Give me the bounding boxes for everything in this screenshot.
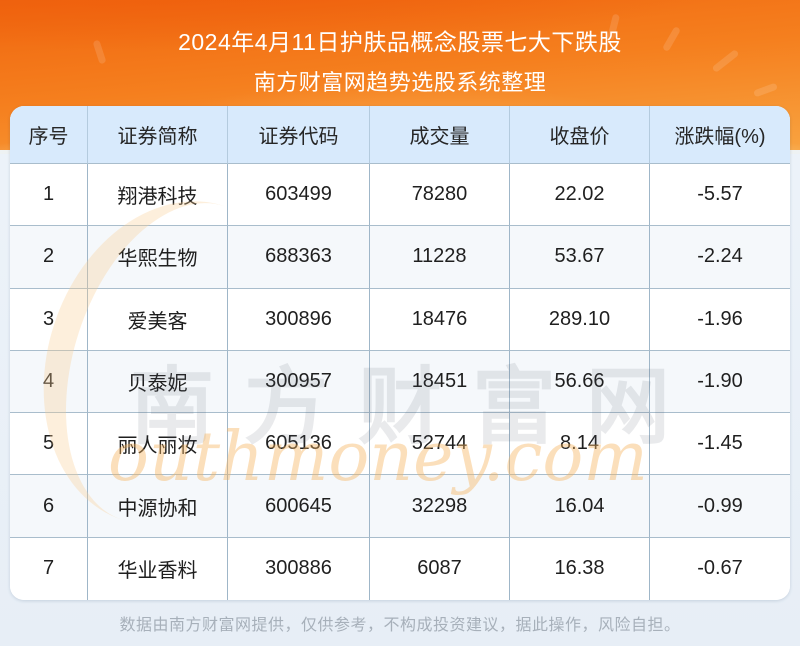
cell-volume: 32298 [370, 475, 510, 538]
cell-change: -1.90 [650, 350, 790, 414]
cell-change: -0.67 [650, 537, 790, 600]
cell-volume: 6087 [370, 537, 510, 600]
cell-rank: 7 [10, 537, 88, 600]
cell-rank: 3 [10, 288, 88, 351]
cell-close: 8.14 [510, 413, 650, 476]
cell-volume: 78280 [370, 164, 510, 227]
cell-change: -5.57 [650, 164, 790, 227]
cell-change: -0.99 [650, 475, 790, 538]
cell-code: 688363 [228, 226, 370, 289]
page-title: 2024年4月11日护肤品概念股票七大下跌股 [178, 29, 622, 55]
cell-name: 华熙生物 [88, 226, 228, 289]
cell-name: 华业香料 [88, 537, 228, 600]
cell-name: 贝泰妮 [88, 350, 228, 414]
cell-code: 300886 [228, 537, 370, 600]
header-cell-rank: 序号 [10, 106, 88, 164]
footer-disclaimer: 数据由南方财富网提供，仅供参考，不构成投资建议，据此操作，风险自担。 [119, 617, 681, 634]
cell-name: 翔港科技 [88, 164, 228, 227]
cell-volume: 18451 [370, 350, 510, 414]
cell-name: 中源协和 [88, 475, 228, 538]
cell-close: 22.02 [510, 164, 650, 227]
cell-name: 爱美客 [88, 288, 228, 351]
cell-change: -1.96 [650, 288, 790, 351]
cell-volume: 11228 [370, 226, 510, 289]
header-cell-name: 证券简称 [88, 106, 228, 164]
cell-volume: 52744 [370, 413, 510, 476]
page-subtitle: 南方财富网趋势选股系统整理 [253, 70, 547, 95]
header-cell-code: 证券代码 [228, 106, 370, 164]
cell-close: 56.66 [510, 350, 650, 414]
cell-close: 53.67 [510, 226, 650, 289]
cell-rank: 6 [10, 475, 88, 538]
banner-titles: 2024年4月11日护肤品概念股票七大下跌股 南方财富网趋势选股系统整理 [0, 0, 800, 97]
cell-close: 16.38 [510, 537, 650, 600]
cell-name: 丽人丽妆 [88, 413, 228, 476]
cell-code: 300896 [228, 288, 370, 351]
cell-code: 300957 [228, 350, 370, 414]
cell-close: 16.04 [510, 475, 650, 538]
cell-rank: 4 [10, 350, 88, 414]
cell-rank: 2 [10, 226, 88, 289]
cell-code: 605136 [228, 413, 370, 476]
cell-volume: 18476 [370, 288, 510, 351]
cell-close: 289.10 [510, 288, 650, 351]
cell-rank: 1 [10, 164, 88, 227]
header-cell-change: 涨跌幅(%) [650, 106, 790, 164]
header-cell-close: 收盘价 [510, 106, 650, 164]
cell-change: -1.45 [650, 413, 790, 476]
cell-code: 600645 [228, 475, 370, 538]
cell-rank: 5 [10, 413, 88, 476]
header-cell-volume: 成交量 [370, 106, 510, 164]
stock-table-card: 序号 证券简称 证券代码 成交量 收盘价 涨跌幅(%) 1 翔港科技 60349… [10, 106, 790, 600]
stock-table: 序号 证券简称 证券代码 成交量 收盘价 涨跌幅(%) 1 翔港科技 60349… [10, 106, 790, 600]
cell-code: 603499 [228, 164, 370, 227]
cell-change: -2.24 [650, 226, 790, 289]
